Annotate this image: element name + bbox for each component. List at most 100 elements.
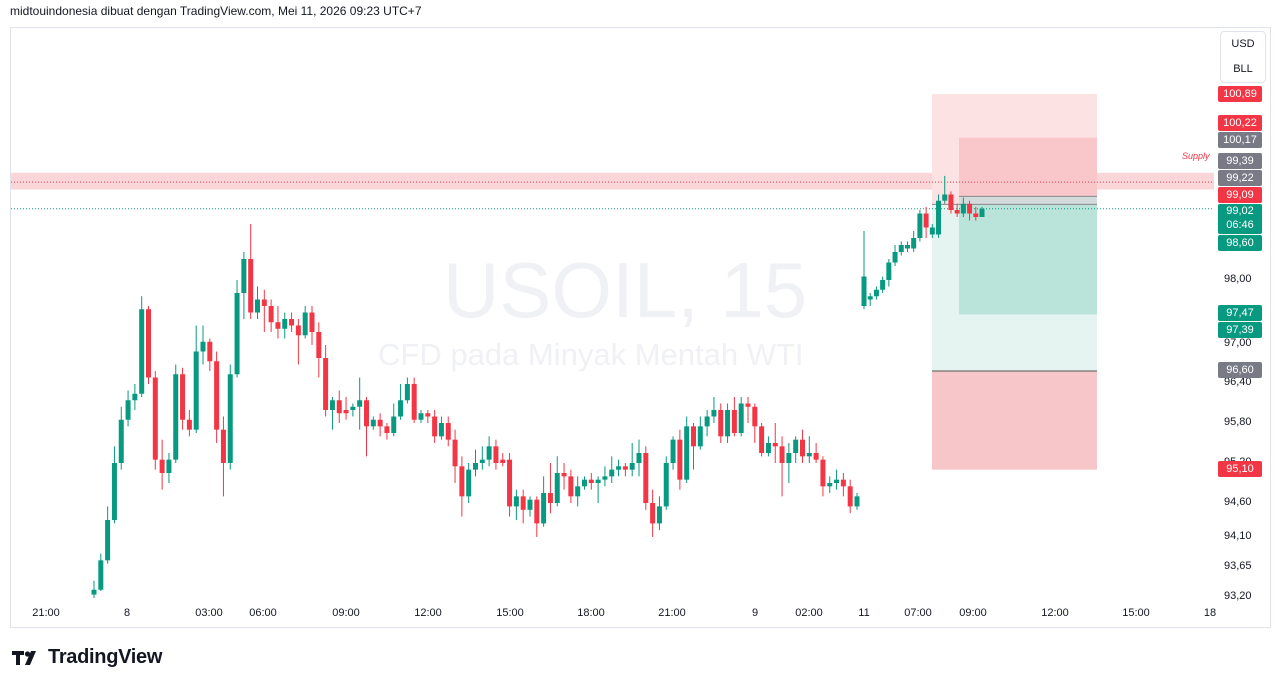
candle-body	[759, 426, 765, 453]
candle-body	[309, 312, 315, 332]
x-tick: 21:00	[32, 607, 60, 619]
candle-body	[616, 466, 622, 470]
candle-body	[575, 486, 581, 497]
tradingview-logo[interactable]: TradingView	[12, 646, 162, 669]
y-tick: 93,20	[1224, 590, 1252, 602]
price-tag-target-inner: 97,47	[1218, 305, 1262, 321]
candle-body	[813, 453, 819, 460]
x-tick: 15:00	[1122, 607, 1150, 619]
candle-body	[268, 306, 274, 323]
outer-stop-bottom-zone	[932, 371, 1097, 470]
candle-body	[234, 293, 240, 375]
x-tick: 02:00	[795, 607, 823, 619]
y-tick: 96,40	[1224, 376, 1252, 388]
candle-body	[923, 213, 929, 228]
candle-body	[261, 299, 267, 306]
candle-body	[745, 403, 751, 407]
candle-body	[602, 476, 608, 480]
candle-body	[595, 479, 601, 483]
y-tick: 93,65	[1224, 560, 1252, 572]
y-tick: 94,10	[1224, 530, 1252, 542]
candle-body	[725, 410, 731, 437]
price-tag-target-outer: 96,60	[1218, 362, 1262, 378]
candle-body	[302, 312, 308, 336]
x-tick: 06:00	[249, 607, 277, 619]
candle-body	[118, 419, 124, 463]
price-tag-current: 99,02 06:46	[1218, 204, 1262, 234]
candle-body	[425, 413, 431, 417]
candle-body	[561, 473, 567, 477]
candle-body	[466, 469, 472, 497]
candle-body	[979, 208, 985, 217]
x-tick: 12:00	[1041, 607, 1069, 619]
candle-body	[772, 443, 778, 447]
candle-body	[370, 419, 376, 427]
candle-body	[152, 377, 158, 460]
candle-body	[173, 374, 179, 460]
candle-body	[200, 341, 206, 352]
candle-body	[459, 466, 465, 497]
candle-body	[329, 400, 335, 410]
candle-body	[765, 443, 771, 453]
candle-body	[547, 493, 553, 503]
price-tag-stop-outer: 100,89	[1218, 86, 1262, 102]
candle-body	[275, 322, 281, 329]
candle-body	[942, 194, 948, 201]
currency-label[interactable]: USD	[1231, 38, 1255, 50]
candle-body	[847, 486, 853, 507]
candle-body	[967, 203, 973, 214]
supply-zone	[11, 172, 1214, 190]
candle-body	[880, 280, 886, 290]
candle-body	[684, 426, 690, 480]
x-tick: 15:00	[496, 607, 524, 619]
candle-body	[500, 459, 506, 463]
candle-body	[554, 473, 560, 503]
candle-body	[507, 459, 513, 507]
y-tick: 98,00	[1224, 273, 1252, 285]
candle-body	[973, 213, 979, 217]
candle-body	[936, 200, 942, 235]
candle-body	[418, 413, 424, 420]
x-tick: 12:00	[414, 607, 442, 619]
candle-body	[438, 423, 444, 437]
candle-body	[486, 446, 492, 460]
candle-body	[752, 406, 758, 427]
x-tick: 09:00	[959, 607, 987, 619]
candle-body	[691, 426, 696, 447]
candle-body	[867, 296, 873, 300]
price-tag-entry-inner: 99,22	[1218, 170, 1262, 186]
zones-layer	[11, 94, 1214, 470]
symbol-watermark: USOIL, 15	[443, 246, 808, 334]
candle-body	[125, 400, 131, 420]
candle-body	[629, 463, 635, 470]
candle-body	[343, 410, 349, 414]
chart-header: midtouindonesia dibuat dengan TradingVie…	[10, 4, 422, 18]
candle-body	[139, 309, 145, 394]
currency-unit-box[interactable]: USD BLL	[1220, 31, 1266, 83]
candle-body	[954, 210, 960, 214]
candle-body	[193, 351, 199, 430]
candle-body	[636, 453, 642, 463]
candle-body	[898, 245, 904, 252]
candle-body	[377, 419, 383, 427]
candle-body	[316, 332, 322, 358]
candle-body	[582, 479, 587, 487]
y-tick: 97,00	[1224, 337, 1252, 349]
price-tag-low: 98,60	[1218, 235, 1262, 251]
inner-stop-zone	[959, 137, 1097, 197]
candle-body	[718, 410, 724, 437]
candle-body	[861, 276, 867, 306]
candle-body	[960, 203, 966, 214]
candle-body	[180, 374, 186, 420]
candle-body	[820, 459, 826, 487]
candle-body	[911, 238, 917, 249]
candle-body	[166, 459, 172, 473]
candle-body	[929, 227, 935, 235]
candle-body	[111, 463, 117, 520]
candle-body	[336, 400, 342, 414]
candle-body	[220, 429, 226, 463]
candle-body	[452, 439, 458, 467]
unit-label[interactable]: BLL	[1233, 63, 1253, 75]
current-price: 99,02	[1226, 205, 1254, 217]
